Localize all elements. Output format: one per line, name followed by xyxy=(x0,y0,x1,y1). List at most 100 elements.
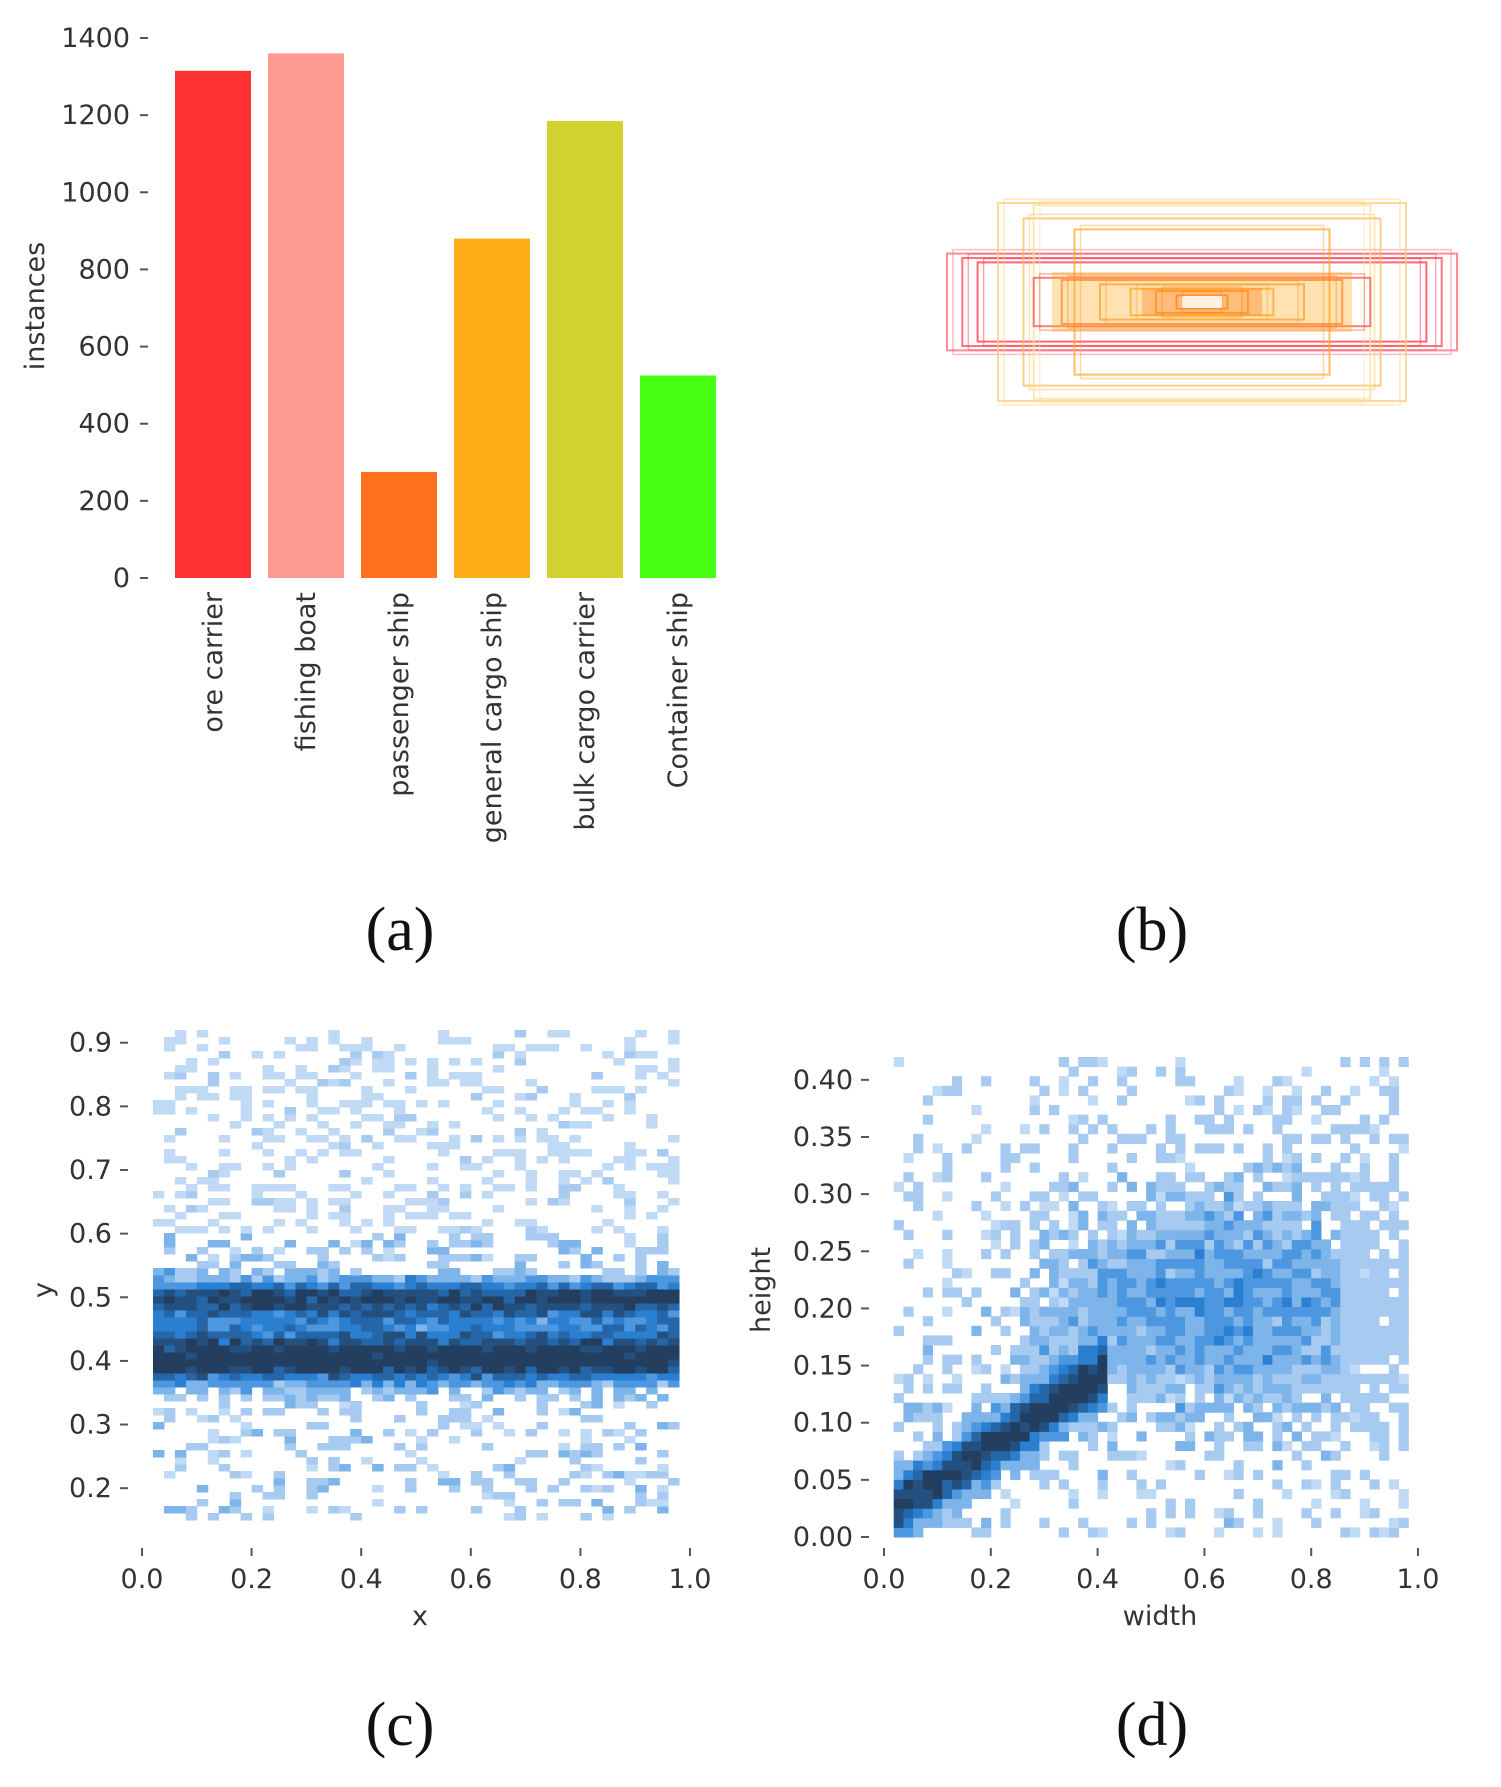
xy-heatmap-cell xyxy=(284,1387,296,1395)
xy-heatmap-cell xyxy=(416,1457,428,1465)
xy-heatmap-cell xyxy=(229,1121,242,1129)
wh-heatmap-cell xyxy=(1398,1325,1409,1336)
xy-heatmap-cell xyxy=(295,1387,307,1395)
wh-heatmap-cell xyxy=(1097,1364,1108,1375)
wh-heatmap-cell xyxy=(1087,1277,1099,1288)
xy-heatmap-cell xyxy=(262,1331,275,1339)
wh-heatmap-cell xyxy=(1262,1268,1273,1279)
wh-heatmap-cell xyxy=(1301,1373,1312,1384)
wh-heatmap-cell xyxy=(1398,1316,1409,1327)
wh-heatmap-cell xyxy=(1340,1297,1351,1308)
wh-heatmap-cell xyxy=(1000,1393,1011,1404)
xy-heatmap-cell xyxy=(405,1380,417,1388)
wh-heatmap-cell xyxy=(1223,1085,1235,1096)
xy-heatmap-cell xyxy=(668,1065,680,1073)
xy-heatmap-cell xyxy=(361,1240,373,1248)
xy-heatmap-cell xyxy=(525,1079,538,1087)
wh-heatmap-cell xyxy=(1039,1124,1050,1135)
wh-heatmap-cell xyxy=(1068,1124,1079,1135)
xy-heatmap-cell xyxy=(492,1289,505,1297)
wh-heatmap-cell xyxy=(1068,1489,1079,1500)
xy-heatmap-cell xyxy=(624,1380,636,1388)
xy-heatmap-cell xyxy=(207,1282,220,1290)
xy-heatmap-cell xyxy=(514,1051,527,1059)
xy-heatmap-cell xyxy=(262,1268,275,1276)
xy-heatmap-cell xyxy=(481,1086,494,1094)
xy-heatmap-cell xyxy=(372,1394,384,1402)
xy-heatmap-cell xyxy=(547,1345,559,1353)
anchor-box xyxy=(1067,275,1337,329)
xy-heatmap-cell xyxy=(240,1086,253,1094)
wh-heatmap-cell xyxy=(1194,1325,1205,1336)
xy-heatmap-cell xyxy=(503,1296,516,1304)
xy-heatmap-cell xyxy=(306,1072,318,1080)
xy-heatmap-cell xyxy=(152,1282,165,1290)
xy-heatmap-cell xyxy=(437,1338,450,1346)
wh-heatmap-cell xyxy=(913,1364,924,1375)
wh-heatmap-cell xyxy=(1184,1249,1196,1260)
wh-heatmap-cell xyxy=(1330,1162,1341,1173)
xy-heatmap-cell xyxy=(383,1191,395,1199)
xy-heatmap-cell xyxy=(635,1485,647,1493)
xy-heatmap-cell xyxy=(306,1044,318,1052)
wh-heatmap-cell xyxy=(1126,1181,1137,1192)
wh-heatmap-cell xyxy=(1078,1057,1089,1068)
bars xyxy=(175,53,716,579)
wh-heatmap-cell xyxy=(1233,1489,1244,1500)
wh-heatmap-cell xyxy=(1078,1220,1089,1231)
wh-heatmap-cell xyxy=(1117,1354,1128,1365)
xy-heatmap-cell xyxy=(481,1254,494,1262)
xy-heatmap-cell xyxy=(525,1429,538,1437)
xy-heatmap-cell xyxy=(481,1373,494,1381)
wh-heatmap-cell xyxy=(1330,1354,1341,1365)
xy-heatmap-cell xyxy=(251,1345,264,1353)
wh-heatmap-cell xyxy=(1379,1258,1390,1269)
xy-heatmap-cell xyxy=(174,1331,187,1339)
xy-heatmap-cell xyxy=(635,1352,647,1360)
xy-heatmap-cell xyxy=(569,1345,581,1353)
anchor-box xyxy=(1099,283,1305,321)
xy-heatmap-cell xyxy=(437,1303,450,1311)
wh-heatmap-cell xyxy=(1311,1220,1322,1231)
xy-heatmap-cell xyxy=(163,1408,176,1416)
wh-heatmap-cell xyxy=(1369,1277,1380,1288)
xy-heatmap-cell xyxy=(536,1373,549,1381)
wh-heatmap-cell xyxy=(1184,1172,1196,1183)
xy-heatmap-cell xyxy=(207,1513,220,1521)
xy-heatmap-cell xyxy=(613,1289,625,1297)
wh-heatmap-cell xyxy=(1262,1153,1273,1164)
wh-heatmap-cell xyxy=(1359,1469,1370,1480)
wh-heatmap-cell xyxy=(1184,1306,1196,1317)
wh-heatmap-cell xyxy=(1175,1373,1186,1384)
xy-heatmap-cell xyxy=(394,1121,406,1129)
xy-heatmap-cell xyxy=(437,1317,450,1325)
wh-heatmap-cell xyxy=(1097,1201,1108,1212)
wh-heatmap-cell xyxy=(1214,1383,1225,1394)
wh-heatmap-cell xyxy=(1097,1393,1108,1404)
xy-heatmap-cell xyxy=(602,1177,614,1185)
xy-heatmap-cell xyxy=(317,1422,329,1430)
wh-heatmap-cell xyxy=(1194,1364,1205,1375)
xy-heatmap-cell xyxy=(328,1107,340,1115)
xy-heatmap-cell xyxy=(163,1359,176,1367)
xy-heatmap-cell xyxy=(306,1086,318,1094)
xy-heatmap-cell xyxy=(591,1345,603,1353)
xy-heatmap-cell xyxy=(372,1380,384,1388)
xy-heatmap-cell xyxy=(284,1107,296,1115)
xy-heatmap-cell xyxy=(448,1310,461,1318)
wh-heatmap-cell xyxy=(1087,1239,1099,1250)
xy-heatmap-cell xyxy=(668,1310,680,1318)
wh-heatmap-cell xyxy=(1311,1441,1322,1452)
xy-heatmap-cell xyxy=(306,1464,318,1472)
xy-heatmap-cell xyxy=(569,1149,581,1157)
xy-heatmap-cell xyxy=(295,1149,307,1157)
wh-heatmap-cell xyxy=(1252,1441,1264,1452)
xy-heatmap-cell xyxy=(196,1499,209,1507)
wh-heatmap-cell xyxy=(1214,1287,1225,1298)
xy-heatmap-cell xyxy=(591,1331,603,1339)
xy-heatmap-cell xyxy=(635,1380,647,1388)
xy-heatmap-cell xyxy=(580,1485,592,1493)
xy-heatmap-cell xyxy=(657,1268,669,1276)
xy-heatmap-cell xyxy=(306,1100,318,1108)
